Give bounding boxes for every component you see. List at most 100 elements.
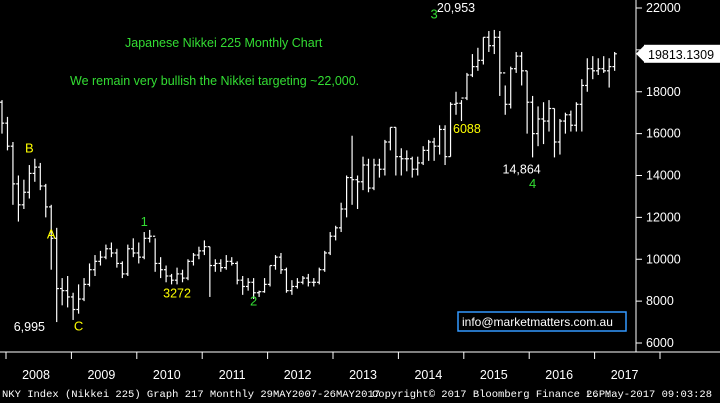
ohlc-bar	[245, 278, 251, 291]
ohlc-bar	[530, 95, 535, 158]
ohlc-bar	[54, 227, 59, 323]
ohlc-bar	[49, 204, 54, 270]
price-annotation: 14,864	[503, 163, 541, 177]
ohlc-bar	[229, 257, 234, 266]
wave-label-B: B	[25, 140, 34, 155]
ohlc-bar	[552, 107, 557, 158]
ohlc-bar	[349, 135, 355, 205]
ohlc-bar	[27, 165, 32, 199]
y-tick-label: 18000	[646, 85, 681, 99]
ohlc-bar	[338, 202, 344, 233]
ohlc-bar	[180, 269, 185, 283]
chart-title: Japanese Nikkei 225 Monthly Chart	[125, 36, 323, 50]
y-tick-label: 6000	[646, 336, 674, 350]
ohlc-bar	[131, 238, 136, 258]
x-tick-label: 2015	[480, 368, 508, 382]
ohlc-bar	[453, 91, 459, 115]
ohlc-bar	[142, 232, 147, 260]
ohlc-bar	[76, 284, 81, 314]
ohlc-bar	[98, 250, 103, 266]
ohlc-bar	[295, 278, 300, 289]
ohlc-bar	[541, 102, 546, 145]
ohlc-series	[0, 29, 617, 323]
ohlc-bar	[503, 72, 508, 115]
ohlc-bar	[278, 252, 284, 274]
x-tick-label: 2012	[284, 368, 312, 382]
ohlc-bar	[431, 137, 437, 161]
y-tick-label: 16000	[646, 127, 681, 141]
ohlc-bar	[420, 146, 426, 166]
last-price-label: 19813.1309	[648, 48, 714, 62]
y-tick-label: 8000	[646, 294, 674, 308]
ohlc-bar	[585, 58, 590, 92]
footer-copyright: Copyright© 2017 Bloomberg Finance L.P.	[372, 389, 612, 401]
last-price-pointer	[636, 45, 644, 62]
ohlc-bar	[59, 278, 65, 306]
ohlc-bar	[16, 175, 21, 222]
ohlc-bar	[513, 51, 519, 73]
ohlc-bar	[0, 100, 5, 134]
y-tick-label: 22000	[646, 1, 681, 15]
ohlc-bar	[224, 255, 229, 270]
nikkei-chart: 6000800010000120001400016000180002000022…	[0, 0, 720, 382]
ohlc-bar	[32, 158, 38, 182]
ohlc-bar	[497, 31, 502, 96]
ohlc-bar	[464, 72, 470, 101]
ohlc-bar	[601, 56, 606, 73]
ohlc-bar	[185, 259, 191, 281]
ohlc-bar	[311, 278, 316, 287]
ohlc-bar	[574, 102, 579, 132]
ohlc-bar	[557, 118, 563, 155]
ohlc-bar	[213, 259, 218, 272]
ohlc-bar	[344, 175, 349, 218]
price-annotation: 20,953	[437, 1, 475, 15]
ohlc-bar	[371, 158, 377, 191]
ohlc-bar	[568, 110, 574, 132]
ohlc-bar	[596, 58, 601, 75]
ohlc-bar	[306, 273, 311, 287]
wave-label-3: 3	[431, 6, 438, 21]
wave-label-1: 1	[141, 214, 148, 229]
ohlc-bar	[5, 116, 10, 151]
ohlc-bar	[404, 150, 409, 172]
wave-label-A: A	[47, 226, 56, 241]
ohlc-bar	[535, 106, 541, 147]
ohlc-bar	[322, 250, 327, 272]
x-tick-label: 2008	[22, 368, 50, 382]
wave-label-4: 4	[529, 176, 536, 191]
ohlc-bar	[136, 242, 141, 264]
ohlc-bar	[273, 255, 278, 270]
ohlc-bar	[612, 51, 617, 71]
ohlc-bar	[251, 278, 256, 300]
ohlc-bar	[262, 278, 267, 293]
price-annotation: 6088	[453, 122, 481, 136]
ohlc-bar	[388, 126, 393, 151]
price-annotation: 3272	[163, 287, 191, 301]
ohlc-bar	[163, 265, 169, 283]
ohlc-bar	[169, 273, 174, 285]
ohlc-bar	[235, 261, 240, 285]
ohlc-bar	[399, 148, 404, 176]
ohlc-bar	[393, 126, 399, 176]
x-tick-label: 2014	[414, 368, 442, 382]
ohlc-bar	[606, 58, 612, 88]
ohlc-bar	[328, 232, 333, 256]
ohlc-bar	[207, 246, 213, 297]
ohlc-bar	[92, 255, 98, 276]
ohlc-bar	[508, 66, 513, 109]
footer-timestamp: 26-May-2017 09:03:28	[586, 389, 713, 401]
y-tick-label: 14000	[646, 169, 681, 183]
ohlc-bar	[65, 276, 70, 308]
wave-label-C: C	[74, 318, 83, 333]
wave-label-2: 2	[250, 293, 257, 308]
ohlc-bar	[563, 112, 568, 134]
ohlc-bar	[256, 290, 262, 297]
x-tick-label: 2013	[349, 368, 377, 382]
ohlc-bar	[382, 139, 388, 176]
ohlc-bar	[448, 102, 453, 158]
ohlc-bar	[300, 276, 306, 285]
price-annotation: 6,995	[14, 320, 45, 334]
ohlc-bar	[289, 280, 295, 295]
ohlc-bar	[442, 125, 448, 166]
ohlc-bar	[21, 179, 27, 209]
